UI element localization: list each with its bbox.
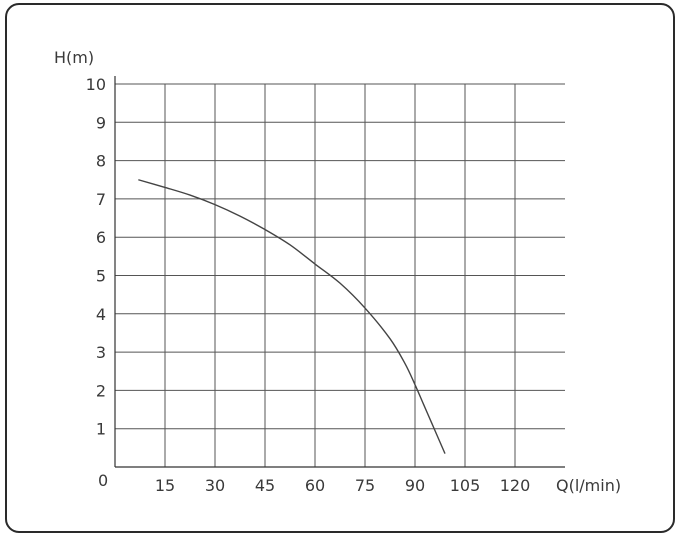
origin-label: 0 [98,471,108,490]
series [138,179,446,454]
performance-curve [138,179,446,454]
y-tick-label: 10 [86,75,106,94]
y-tick-label: 2 [96,381,106,400]
y-tick-label: 7 [96,190,106,209]
y-tick-label: 6 [96,228,106,247]
x-tick-label: 75 [355,476,375,495]
x-tick-label: 60 [305,476,325,495]
axes [114,76,565,468]
y-tick-label: 8 [96,152,106,171]
x-tick-label: 45 [255,476,275,495]
grid [115,83,565,467]
y-tick-label: 9 [96,113,106,132]
y-axis-label: H(m) [54,48,94,67]
y-tick-label: 5 [96,267,106,286]
x-tick-label: 120 [500,476,531,495]
y-tick-label: 4 [96,305,106,324]
x-tick-label: 105 [450,476,481,495]
x-tick-label: 30 [205,476,225,495]
y-tick-label: 3 [96,343,106,362]
chart-frame [5,3,675,533]
x-axis-label: Q(l/min) [556,476,621,495]
x-tick-label: 90 [405,476,425,495]
y-tick-label: 1 [96,420,106,439]
x-tick-label: 15 [155,476,175,495]
